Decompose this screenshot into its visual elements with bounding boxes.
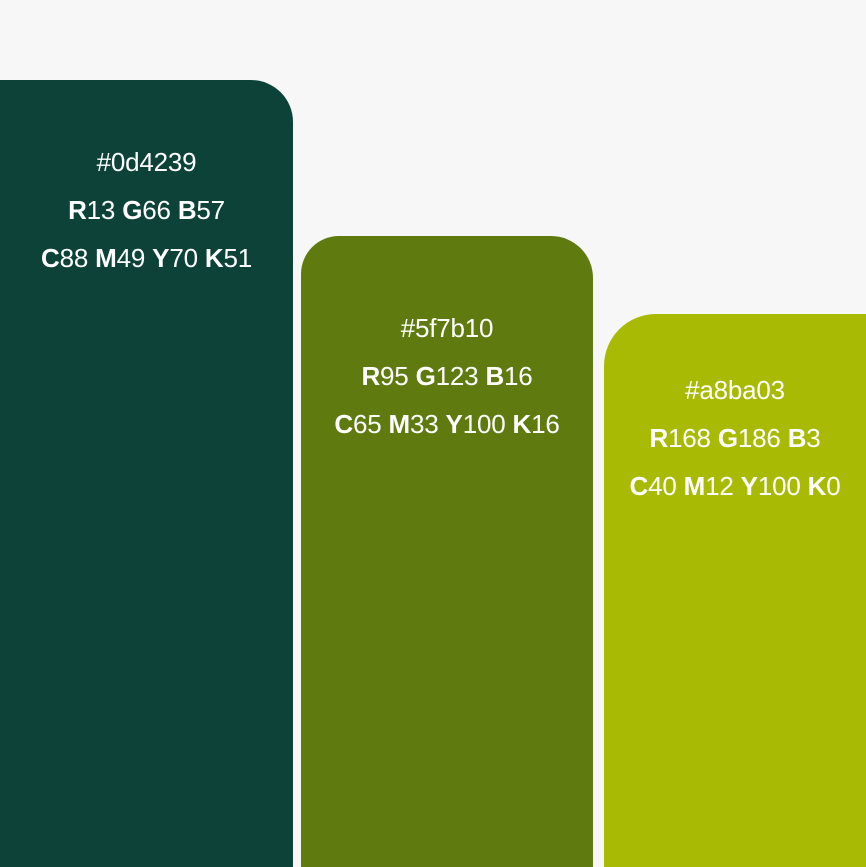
k-label: K <box>807 471 827 501</box>
y-value: 100 <box>757 471 801 501</box>
hex-code: #a8ba03 <box>685 375 785 405</box>
r-value: 95 <box>380 361 409 391</box>
r-value: 13 <box>86 195 116 225</box>
c-value: 88 <box>59 243 89 273</box>
hex-code: #5f7b10 <box>400 313 494 343</box>
cmyk-values: C88 M49 Y70 K51 <box>0 234 293 282</box>
g-label: G <box>717 423 738 453</box>
b-value: 16 <box>504 361 533 391</box>
g-value: 66 <box>142 195 171 225</box>
r-label: R <box>649 423 669 453</box>
k-value: 16 <box>531 409 560 439</box>
cmyk-values: C40 M12 Y100 K0 <box>604 462 866 510</box>
r-label: R <box>68 195 87 225</box>
y-value: 70 <box>169 243 198 273</box>
k-value: 51 <box>223 243 252 273</box>
k-label: K <box>512 409 532 439</box>
r-label: R <box>361 361 381 391</box>
k-value: 0 <box>826 471 841 501</box>
c-value: 40 <box>648 471 677 501</box>
m-label: M <box>388 409 411 439</box>
c-value: 65 <box>352 409 382 439</box>
m-value: 12 <box>705 471 734 501</box>
b-value: 57 <box>196 195 225 225</box>
g-value: 186 <box>737 423 781 453</box>
g-value: 123 <box>435 361 479 391</box>
m-label: M <box>683 471 706 501</box>
cmyk-values: C65 M33 Y100 K16 <box>301 400 593 448</box>
y-label: Y <box>740 471 758 501</box>
k-label: K <box>204 243 224 273</box>
y-label: Y <box>152 243 170 273</box>
rgb-values: R168 G186 B3 <box>604 414 866 462</box>
g-label: G <box>415 361 436 391</box>
color-swatch-dark-green: #0d4239 R13 G66 B57 C88 M49 Y70 K51 <box>0 80 293 867</box>
r-value: 168 <box>668 423 711 453</box>
b-value: 3 <box>806 423 821 453</box>
y-label: Y <box>445 409 463 439</box>
rgb-values: R13 G66 B57 <box>0 186 293 234</box>
c-label: C <box>629 471 649 501</box>
y-value: 100 <box>462 409 506 439</box>
m-label: M <box>95 243 117 273</box>
color-swatch-olive-green: #5f7b10 R95 G123 B16 C65 M33 Y100 K16 <box>301 236 593 867</box>
b-label: B <box>485 361 505 391</box>
b-label: B <box>177 195 197 225</box>
m-value: 33 <box>409 409 439 439</box>
color-swatch-lime-green: #a8ba03 R168 G186 B3 C40 M12 Y100 K0 <box>604 314 866 867</box>
m-value: 49 <box>116 243 146 273</box>
b-label: B <box>787 423 807 453</box>
rgb-values: R95 G123 B16 <box>301 352 593 400</box>
g-label: G <box>122 195 143 225</box>
c-label: C <box>41 243 60 273</box>
c-label: C <box>334 409 353 439</box>
hex-code: #0d4239 <box>96 147 197 177</box>
